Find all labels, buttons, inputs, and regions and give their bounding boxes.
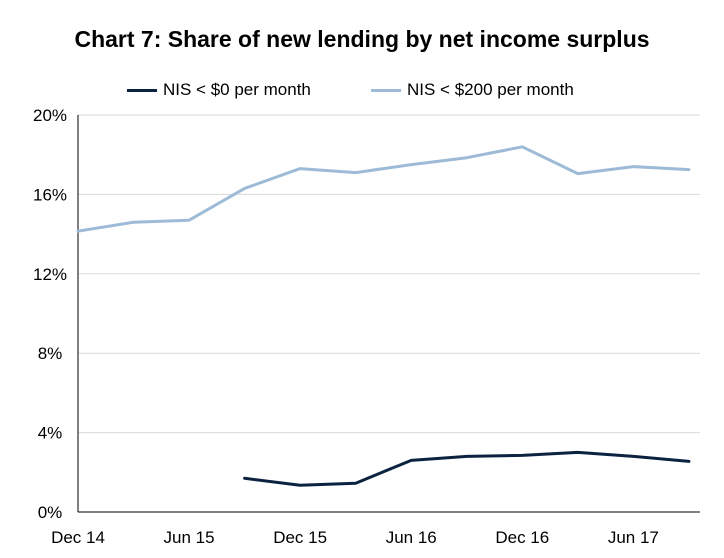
series-line-0 xyxy=(243,450,691,487)
legend-item-nis-below-0: NIS < $0 per month xyxy=(127,78,311,102)
x-tick-label-dec-15: Dec 15 xyxy=(273,528,327,547)
x-tick-label-jun-16: Jun 16 xyxy=(386,528,437,547)
y-tick-label-20: 20% xyxy=(33,106,67,125)
y-tick-label-4: 4% xyxy=(38,424,63,443)
legend-swatch-nis-below-200 xyxy=(371,88,401,92)
x-tick-label-dec-16: Dec 16 xyxy=(495,528,549,547)
y-tick-label-0: 0% xyxy=(38,503,63,522)
legend-swatch-nis-below-0 xyxy=(127,88,157,92)
chart-title: Chart 7: Share of new lending by net inc… xyxy=(74,26,650,52)
legend-label-nis-below-0: NIS < $0 per month xyxy=(163,80,311,99)
legend: NIS < $0 per month NIS < $200 per month xyxy=(0,78,724,102)
x-tick-label-jun-15: Jun 15 xyxy=(164,528,215,547)
y-tick-label-12: 12% xyxy=(33,265,67,284)
legend-item-nis-below-200: NIS < $200 per month xyxy=(371,78,574,102)
y-tick-label-16: 16% xyxy=(33,185,67,204)
series-line-1 xyxy=(76,145,691,233)
legend-label-nis-below-200: NIS < $200 per month xyxy=(407,80,574,99)
x-tick-label-dec-14: Dec 14 xyxy=(51,528,105,547)
y-tick-label-8: 8% xyxy=(38,344,63,363)
x-tick-label-jun-17: Jun 17 xyxy=(608,528,659,547)
